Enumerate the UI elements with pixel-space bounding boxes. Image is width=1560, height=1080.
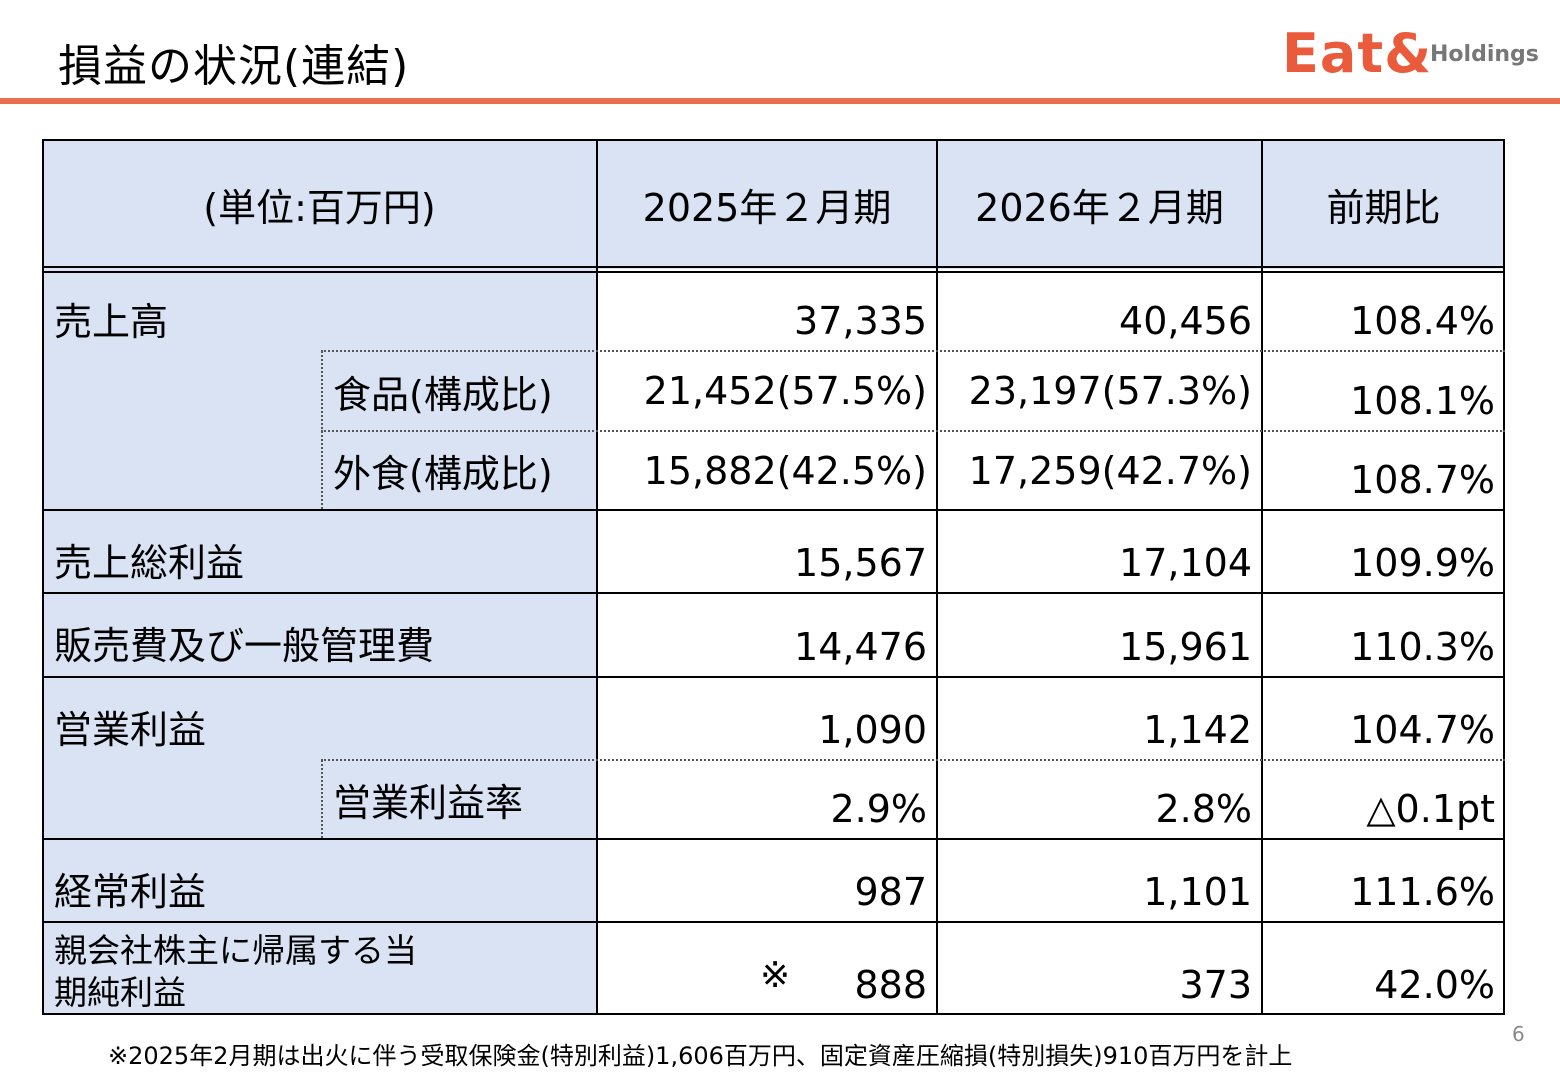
dotted-separator-operating-margin [321, 759, 1505, 761]
column-header-fy2026: 2026年２月期 [975, 185, 1224, 230]
column-header-yoy: 前期比 [1326, 185, 1441, 230]
cell-net-income-fy2026: 373 [1179, 963, 1252, 1007]
footnote: ※2025年2月期は出火に伴う受取保険金(特別利益)1,606百万円、固定資産圧… [108, 1042, 1293, 1070]
col-separator-1 [596, 139, 598, 1015]
row-separator-sga [42, 592, 1505, 594]
border-bottom [42, 1013, 1505, 1015]
row-label-net-income: 親会社株主に帰属する当期純利益 [54, 931, 417, 1012]
cell-operating-margin-fy2025: 2.9% [830, 787, 927, 831]
page-title: 損益の状況(連結) [58, 41, 410, 92]
row-label-operating-income: 営業利益 [54, 708, 207, 752]
border-left [42, 139, 44, 1015]
row-label-ordinary-income: 経常利益 [54, 870, 207, 914]
column-header-unit: (単位:百万円) [203, 185, 436, 230]
cell-sga-yoy: 110.3% [1350, 625, 1495, 669]
cell-operating-margin-yoy: △0.1pt [1366, 787, 1495, 831]
row-separator-operating-income [42, 676, 1505, 678]
cell-gross-profit-fy2026: 17,104 [1119, 541, 1252, 585]
header-rule [0, 98, 1560, 104]
cell-net-income-fy2025: 888 [854, 963, 927, 1007]
cell-gross-profit-fy2025: 15,567 [794, 541, 927, 585]
border-right [1503, 139, 1505, 1015]
row-separator-ordinary-income [42, 838, 1505, 840]
cell-net-income-yoy: 42.0% [1374, 963, 1495, 1007]
cell-operating-income-yoy: 104.7% [1350, 708, 1495, 752]
dotted-vertical-margin [321, 760, 323, 838]
page-number: 6 [1512, 1022, 1525, 1046]
cell-food-fy2025: 21,452(57.5%) [643, 369, 927, 413]
row-label-operating-margin: 営業利益率 [333, 781, 524, 825]
dotted-separator-restaurant [321, 430, 1505, 432]
cell-operating-income-fy2026: 1,142 [1143, 708, 1252, 752]
row-label-food: 食品(構成比) [333, 372, 553, 417]
row-label-gross-profit: 売上総利益 [54, 541, 245, 585]
cell-restaurant-fy2026: 17,259(42.7%) [968, 448, 1252, 493]
cell-ordinary-income-yoy: 111.6% [1350, 870, 1495, 914]
cell-restaurant-fy2025: 15,882(42.5%) [643, 448, 927, 493]
cell-operating-margin-fy2026: 2.8% [1155, 787, 1252, 831]
cell-ordinary-income-fy2025: 987 [854, 870, 927, 914]
pl-table: (単位:百万円) 2025年２月期 2026年２月期 前期比 売上高 37,33… [42, 139, 1505, 1015]
dotted-separator-food [321, 350, 1505, 352]
row-label-net-sales: 売上高 [54, 300, 169, 344]
label-column-bg [42, 269, 597, 1015]
row-separator-net-income [42, 921, 1505, 923]
cell-net-sales-fy2026: 40,456 [1119, 299, 1252, 343]
cell-net-sales-fy2025: 37,335 [794, 299, 927, 343]
cell-sga-fy2025: 14,476 [794, 625, 927, 669]
row-separator-gross-profit [42, 509, 1505, 511]
row-label-restaurant: 外食(構成比) [333, 452, 553, 496]
logo-main-text: Eat& [1282, 22, 1433, 85]
cell-ordinary-income-fy2026: 1,101 [1143, 870, 1252, 914]
cell-restaurant-yoy: 108.7% [1350, 458, 1495, 502]
row-label-sga: 販売費及び一般管理費 [54, 624, 435, 668]
cell-operating-income-fy2025: 1,090 [818, 708, 927, 752]
cell-sga-fy2026: 15,961 [1119, 625, 1252, 669]
cell-net-sales-yoy: 108.4% [1350, 299, 1495, 343]
column-header-fy2025: 2025年２月期 [642, 185, 892, 230]
dotted-vertical-segments [321, 351, 323, 509]
net-income-note-mark: ※ [760, 955, 791, 996]
header-divider-upper [42, 266, 1505, 268]
border-top [42, 139, 1505, 141]
logo-sub-text: Holdings [1430, 42, 1539, 67]
cell-food-yoy: 108.1% [1350, 379, 1495, 423]
cell-food-fy2026: 23,197(57.3%) [968, 369, 1252, 413]
col-separator-2 [936, 139, 938, 1015]
header-divider-lower [42, 271, 1505, 273]
cell-gross-profit-yoy: 109.9% [1350, 541, 1495, 585]
company-logo: Eat& Holdings [1282, 22, 1542, 85]
col-separator-3 [1261, 139, 1263, 1015]
